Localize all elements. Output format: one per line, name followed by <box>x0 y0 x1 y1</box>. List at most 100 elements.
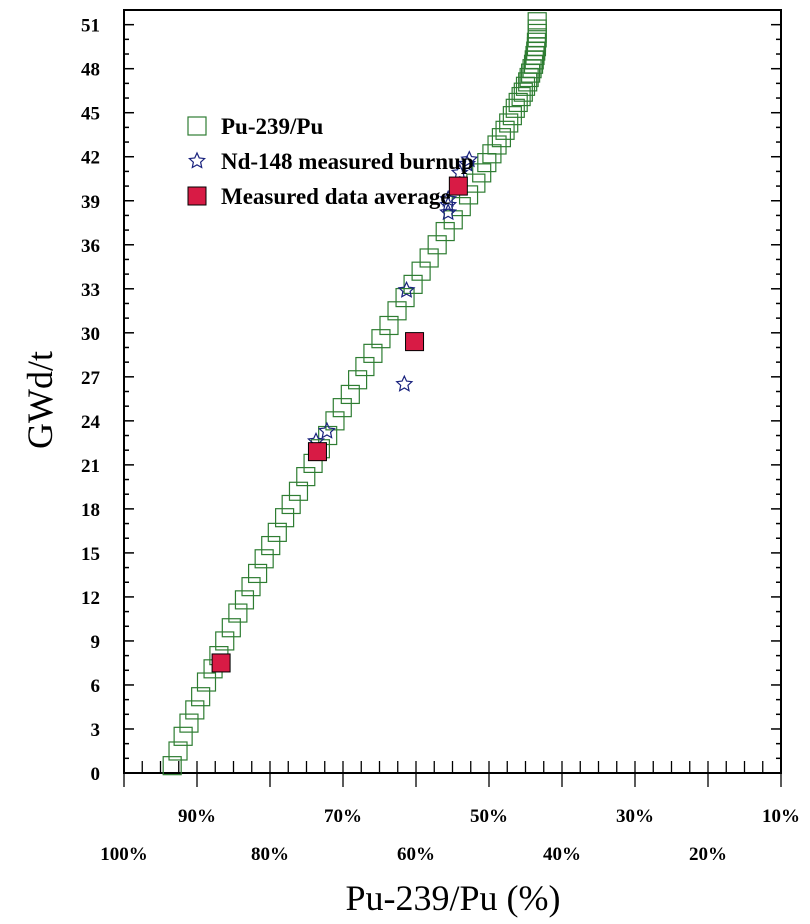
point-open-square <box>185 700 205 720</box>
point-open-square <box>513 82 533 102</box>
y-tick-label: 3 <box>91 720 101 741</box>
point-open-square <box>173 726 193 746</box>
point-filled-square <box>211 653 231 673</box>
y-tick-label: 12 <box>81 588 100 609</box>
point-open-square <box>419 248 439 268</box>
point-open-square <box>261 535 281 556</box>
point-open-square <box>340 384 360 405</box>
point-open-square <box>511 86 531 107</box>
point-open-star <box>439 195 458 213</box>
x-tick-label-upper: 30% <box>616 806 654 827</box>
point-open-square <box>247 563 268 584</box>
point-open-square <box>332 398 352 418</box>
point-open-square <box>363 343 383 363</box>
point-open-star <box>439 189 458 207</box>
y-tick-label: 33 <box>81 280 100 301</box>
point-open-square <box>228 603 248 623</box>
x-tick-label-lower: 40% <box>543 844 581 865</box>
y-tick-label: 27 <box>81 368 101 389</box>
x-tick-label-lower: 20% <box>689 844 727 865</box>
point-open-square <box>355 356 375 377</box>
x-tick-label-upper: 70% <box>324 806 362 827</box>
point-open-square <box>281 494 301 515</box>
y-tick-label: 0 <box>91 764 101 785</box>
point-open-square <box>379 315 399 336</box>
legend-label: Measured data average <box>221 184 451 209</box>
point-open-square <box>179 713 199 733</box>
point-open-square <box>234 590 255 610</box>
y-tick-label: 21 <box>81 456 100 477</box>
point-open-square <box>191 687 211 707</box>
legend: Pu-239/Pu Nd-148 measured burnup Measured … <box>187 114 474 209</box>
point-filled-square <box>405 332 425 352</box>
point-open-square <box>221 618 241 638</box>
point-open-square <box>403 274 423 294</box>
point-filled-square <box>448 176 468 196</box>
x-tick-label-upper: 50% <box>470 806 508 827</box>
point-open-square <box>318 425 338 446</box>
point-open-square <box>215 631 235 651</box>
point-open-square <box>325 411 345 431</box>
x-tick-label-upper: 90% <box>178 806 216 827</box>
point-open-star <box>317 421 336 439</box>
point-open-square <box>168 741 188 761</box>
y-tick-label: 6 <box>91 676 101 697</box>
y-tick-label: 51 <box>81 16 100 37</box>
point-open-star <box>460 150 479 168</box>
point-open-square <box>275 508 295 528</box>
x-tick-label-upper: 10% <box>762 806 800 827</box>
x-tick-label-lower: 100% <box>100 844 148 865</box>
y-tick-label: 48 <box>81 60 100 81</box>
point-open-square <box>427 235 447 255</box>
point-open-square <box>435 221 455 242</box>
point-open-square <box>241 577 261 597</box>
point-open-square <box>466 173 486 193</box>
point-open-star <box>395 374 414 392</box>
point-open-star <box>439 203 458 221</box>
point-open-square <box>348 370 368 390</box>
point-open-square <box>196 672 217 692</box>
legend-marker-filled-square <box>187 186 207 206</box>
y-tick-label: 39 <box>81 192 100 213</box>
point-open-square <box>395 287 415 308</box>
x-tick-label-lower: 80% <box>251 844 289 865</box>
y-tick-label: 42 <box>81 148 100 169</box>
point-open-square <box>387 301 407 321</box>
point-open-square <box>505 98 525 118</box>
point-open-square <box>527 12 547 32</box>
y-tick-label: 15 <box>81 544 100 565</box>
legend-label: Pu-239/Pu <box>221 114 323 139</box>
x-tick-label-lower: 60% <box>397 844 435 865</box>
point-filled-square <box>307 442 327 462</box>
legend-marker-open-star <box>188 151 206 169</box>
y-tick-label: 18 <box>81 500 100 521</box>
point-open-square <box>451 197 471 217</box>
y-tick-label: 9 <box>91 632 101 653</box>
legend-marker-open-square <box>187 116 207 136</box>
point-open-square <box>267 522 287 542</box>
y-tick-label: 45 <box>81 104 100 125</box>
point-open-square <box>296 467 316 487</box>
legend-label: Nd-148 measured burnup <box>221 149 474 174</box>
point-open-square <box>371 329 391 349</box>
point-open-square <box>162 756 182 776</box>
point-open-square <box>491 128 512 148</box>
x-axis-title: Pu-239/Pu (%) <box>346 878 561 918</box>
point-open-square <box>499 113 519 133</box>
y-axis-title: GWd/t <box>20 351 60 449</box>
point-open-square <box>288 481 309 501</box>
y-tick-label: 24 <box>81 412 101 433</box>
point-open-square <box>508 92 528 113</box>
point-open-square <box>487 135 507 155</box>
point-open-square <box>411 261 431 281</box>
point-open-square <box>254 549 274 569</box>
point-open-square <box>502 106 522 126</box>
point-open-star <box>397 280 416 298</box>
y-tick-label: 36 <box>81 236 100 257</box>
data-points <box>162 12 547 776</box>
point-open-square <box>472 163 492 183</box>
y-tick-label: 30 <box>81 324 100 345</box>
point-open-square <box>495 120 515 140</box>
